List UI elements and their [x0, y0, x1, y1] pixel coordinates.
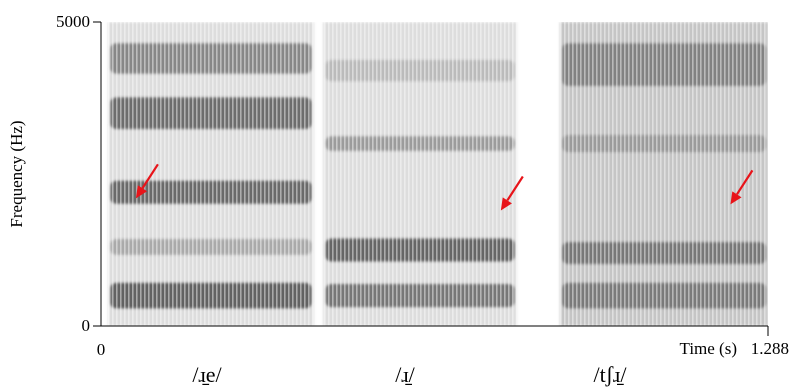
red-arrow [135, 163, 159, 199]
plot-area [101, 22, 768, 326]
red-arrow [500, 175, 524, 211]
striation-overlay [101, 22, 768, 326]
segment-label-1: /ɹ̠e/ [192, 362, 222, 387]
y-tick-label-max: 5000 [56, 12, 90, 31]
y-tick-label-min: 0 [82, 316, 91, 335]
segment-label-3: /tʃɹ̠/ [594, 362, 628, 387]
x-tick-label-max: 1.288 [751, 339, 789, 358]
x-axis-label: Time (s) [680, 339, 737, 358]
red-arrow [730, 169, 754, 205]
x-tick-label-min: 0 [97, 340, 106, 359]
arrow-layer [135, 163, 754, 211]
segment-label-2: /ɹ̠/ [395, 362, 415, 387]
y-axis-label: Frequency (Hz) [7, 120, 26, 227]
